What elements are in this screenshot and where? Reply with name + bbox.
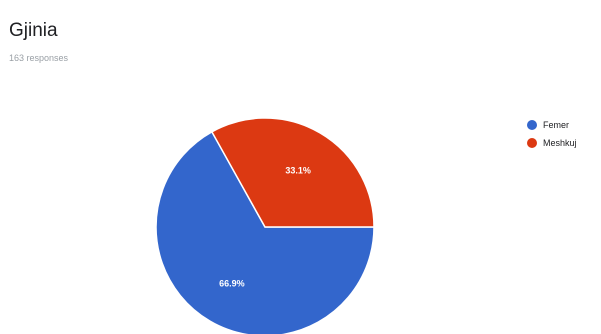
- legend-swatch: [527, 120, 537, 130]
- legend-label: Meshkuj: [543, 138, 577, 148]
- pie-slice-meshkuj[interactable]: [210, 117, 375, 228]
- response-count: 163 responses: [9, 53, 69, 63]
- legend-item-meshkuj[interactable]: Meshkuj: [527, 134, 577, 152]
- legend-item-femer[interactable]: Femer: [527, 116, 577, 134]
- legend-label: Femer: [543, 120, 570, 130]
- slice-label-meshkuj: 33.1%: [285, 166, 311, 176]
- legend-swatch: [527, 138, 537, 148]
- chart-title: Gjinia: [9, 20, 58, 41]
- pie-slice-femer[interactable]: [155, 130, 375, 334]
- chart-legend: Femer Meshkuj: [527, 116, 577, 152]
- slice-label-femer: 66.9%: [219, 278, 245, 288]
